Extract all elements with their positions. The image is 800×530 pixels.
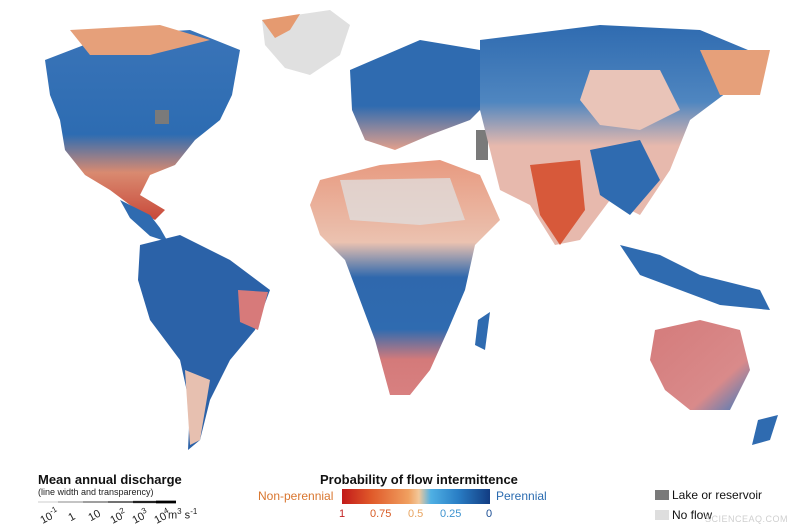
discharge-unit: m3 s-1 [168,507,198,522]
world-river-intermittence-map [45,10,778,450]
discharge-legend-subtitle: (line width and transparency) [38,487,154,497]
south-america [138,235,270,450]
ramp-value-025: 0.25 [440,508,462,520]
noflow-swatch [655,510,669,520]
ramp-value-0: 0 [486,508,493,520]
discharge-tick-4: 103 [130,505,149,527]
north-america [45,30,240,220]
lake-swatch [655,490,669,500]
lake-label: Lake or reservoir [672,488,763,502]
europe [350,40,500,150]
perennial-label: Perennial [496,489,547,503]
discharge-legend-title: Mean annual discharge [38,472,182,487]
non-perennial-label: Non-perennial [258,489,334,503]
discharge-line-samples [38,500,176,504]
intermittence-color-ramp [342,489,490,504]
watermark: SCIENCEAQ.COM [704,514,788,524]
ramp-value-05: 0.5 [408,508,424,520]
ramp-value-075: 0.75 [370,508,392,520]
southeast-asia-islands [620,245,770,310]
australia [650,320,750,410]
intermittence-legend-title: Probability of flow intermittence [320,472,518,487]
discharge-tick-2: 10 [86,507,103,524]
discharge-tick-0: 10-1 [38,504,59,527]
noflow-label: No flow [672,508,713,522]
discharge-tick-1: 1 [66,510,78,524]
ramp-value-1: 1 [339,508,346,520]
discharge-tick-3: 102 [108,505,127,527]
